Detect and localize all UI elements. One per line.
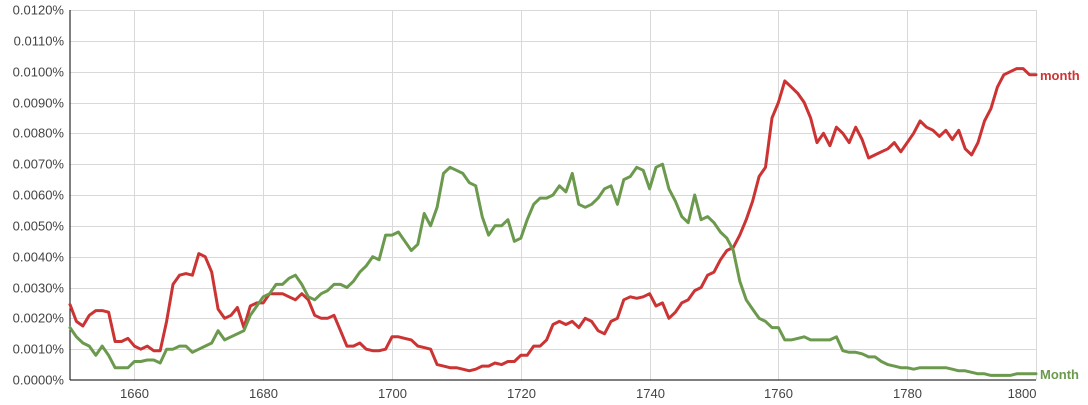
y-tick-label: 0.0040% (13, 250, 65, 265)
x-tick-label: 1760 (764, 386, 793, 401)
x-tick-label: 1780 (893, 386, 922, 401)
y-tick-label: 0.0070% (13, 157, 65, 172)
x-tick-label: 1800 (1008, 386, 1037, 401)
y-tick-label: 0.0000% (13, 373, 65, 388)
y-tick-label: 0.0100% (13, 65, 65, 80)
y-tick-label: 0.0010% (13, 342, 65, 357)
y-tick-label: 0.0050% (13, 219, 65, 234)
x-tick-label: 1700 (378, 386, 407, 401)
series-lines (68, 67, 1038, 377)
series-line-month[interactable] (68, 67, 1038, 373)
y-tick-label: 0.0120% (13, 3, 65, 18)
series-line-month-capitalized[interactable] (68, 162, 1038, 377)
y-tick-label: 0.0080% (13, 126, 65, 141)
x-tick-label: 1660 (120, 386, 149, 401)
x-tick-label: 1720 (507, 386, 536, 401)
y-tick-label: 0.0030% (13, 281, 65, 296)
y-tick-labels: 0.0000% 0.0010% 0.0020% 0.0030% 0.0040% 0.005… (13, 3, 65, 388)
x-tick-labels: 1660 1680 1700 1720 1740 1760 1780 1800 (120, 386, 1036, 401)
x-tick-label: 1680 (249, 386, 278, 401)
series-label[interactable]: month (1040, 68, 1080, 83)
axes (69, 10, 1036, 381)
y-tick-label: 0.0090% (13, 96, 65, 111)
y-tick-label: 0.0110% (14, 34, 65, 49)
y-tick-label: 0.0060% (13, 188, 65, 203)
x-tick-label: 1740 (636, 386, 665, 401)
series-label[interactable]: Month (1040, 367, 1079, 382)
series-labels: month Month (1040, 68, 1080, 382)
y-tick-label: 0.0020% (13, 311, 65, 326)
